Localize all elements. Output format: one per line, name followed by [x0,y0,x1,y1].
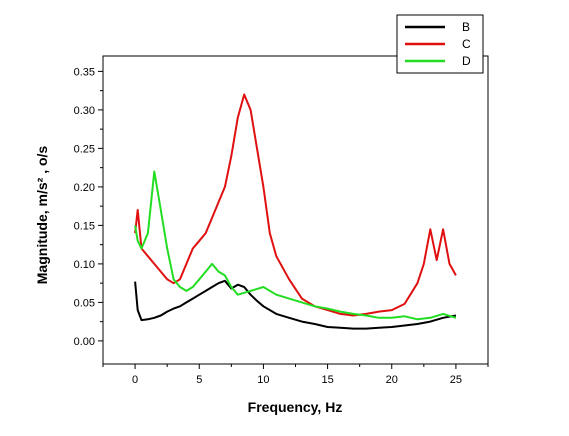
x-tick-label: 0 [132,374,138,386]
x-tick-label: 5 [196,374,202,386]
y-tick-label: 0.10 [74,259,95,271]
x-axis-title: Frequency, Hz [248,399,343,415]
y-tick-label: 0.05 [74,297,95,309]
y-tick-label: 0.00 [74,336,95,348]
y-tick-label: 0.25 [74,143,95,155]
series-line-d [134,170,457,321]
series-line-c [134,93,457,317]
legend: BCD [396,14,484,74]
legend-label-c: C [462,37,471,51]
series-line-b [134,279,457,330]
y-tick-label: 0.15 [74,220,95,232]
x-tick-label: 25 [450,374,462,386]
legend-label-b: B [462,20,470,34]
y-tick-label: 0.35 [74,66,95,78]
x-tick-label: 10 [257,374,269,386]
x-tick-label: 20 [386,374,398,386]
legend-label-d: D [462,54,471,68]
y-tick-label: 0.30 [74,105,95,117]
y-tick-label: 0.20 [74,182,95,194]
y-axis-title: Magnitude, m/s² , o/s [34,146,50,285]
x-tick-label: 15 [321,374,333,386]
